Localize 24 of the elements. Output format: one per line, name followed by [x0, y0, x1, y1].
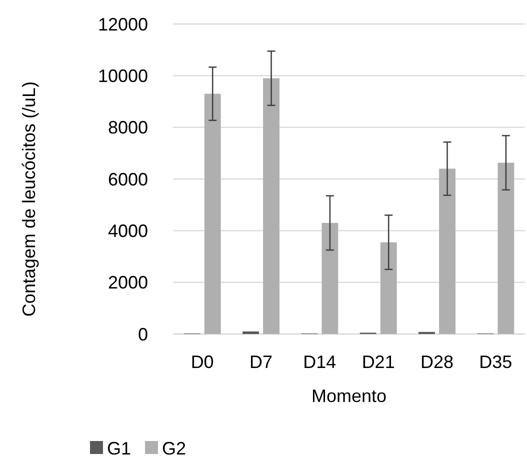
x-tick-label: D0: [190, 352, 214, 372]
bar: [498, 162, 514, 334]
y-tick-label: 6000: [108, 169, 148, 190]
y-tick-label: 0: [138, 324, 148, 344]
y-tick-label: 4000: [108, 220, 148, 241]
y-tick-label: 8000: [108, 118, 148, 138]
y-axis-title: Contagem de leucócitos (/uL): [19, 81, 39, 317]
x-tick-label: D35: [479, 352, 512, 372]
y-tick-label: 10000: [98, 66, 148, 86]
x-axis-title: Momento: [311, 386, 387, 406]
legend-label: G1: [107, 438, 132, 458]
bar: [380, 242, 397, 334]
y-tick-label: 12000: [98, 14, 148, 34]
x-tick-label: D7: [249, 352, 273, 372]
y-tick-label: 2000: [108, 272, 148, 293]
x-tick-label: D21: [362, 352, 395, 372]
bar: [263, 78, 280, 334]
bar: [439, 168, 456, 334]
x-tick-label: D28: [420, 352, 454, 372]
bar: [242, 331, 259, 334]
legend-label: G2: [162, 438, 186, 458]
x-tick-label: D14: [303, 352, 336, 372]
bar: [322, 222, 338, 334]
bar: [204, 94, 221, 334]
